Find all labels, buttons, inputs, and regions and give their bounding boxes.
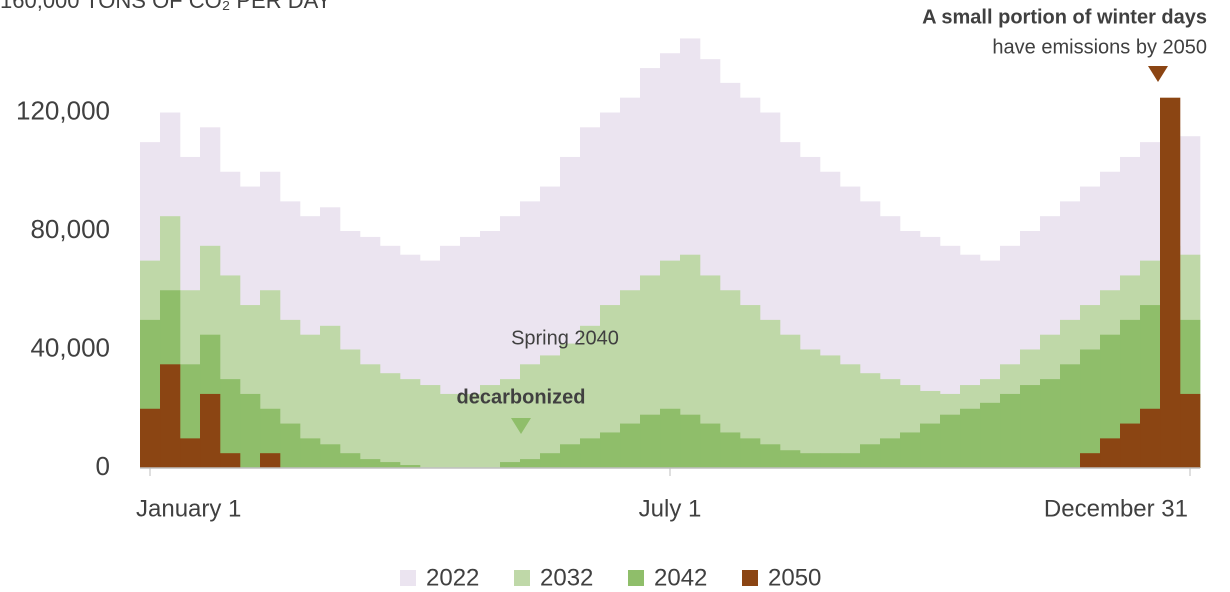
bar bbox=[320, 325, 341, 468]
bar bbox=[220, 453, 241, 468]
bar bbox=[540, 453, 561, 468]
bar bbox=[480, 385, 501, 468]
bar bbox=[400, 379, 421, 468]
bar bbox=[380, 373, 401, 468]
bar bbox=[1080, 349, 1101, 468]
bar bbox=[1160, 97, 1181, 468]
bar bbox=[820, 355, 841, 468]
bar bbox=[1100, 334, 1121, 468]
bar bbox=[540, 355, 561, 468]
bar bbox=[620, 423, 641, 468]
bar bbox=[580, 325, 601, 468]
bar bbox=[800, 349, 821, 468]
bar bbox=[960, 408, 981, 468]
bar bbox=[340, 453, 361, 468]
chart-title: 160,000 TONS OF CO₂ PER DAY bbox=[0, 0, 332, 13]
bar bbox=[980, 402, 1001, 468]
bar bbox=[180, 438, 201, 468]
legend-label: 2032 bbox=[540, 564, 593, 591]
bar bbox=[580, 438, 601, 468]
legend-swatch bbox=[628, 570, 644, 586]
bar bbox=[1120, 423, 1141, 468]
annotation: decarbonized bbox=[457, 386, 586, 408]
bar bbox=[660, 408, 681, 468]
x-tick-label: July 1 bbox=[639, 495, 702, 522]
bar bbox=[780, 334, 801, 468]
bar bbox=[400, 465, 421, 468]
bar bbox=[460, 393, 481, 468]
bar bbox=[300, 334, 321, 468]
bar bbox=[440, 393, 461, 468]
bar bbox=[1000, 393, 1021, 468]
bar bbox=[880, 438, 901, 468]
bar bbox=[380, 462, 401, 468]
legend-swatch bbox=[742, 570, 758, 586]
bar bbox=[340, 349, 361, 468]
annotation: Spring 2040 bbox=[511, 327, 619, 349]
bar bbox=[820, 453, 841, 468]
legend-swatch bbox=[400, 570, 416, 586]
bar bbox=[1080, 453, 1101, 468]
bar bbox=[840, 453, 861, 468]
bar bbox=[700, 275, 721, 468]
bar bbox=[800, 453, 821, 468]
annotation-pointer bbox=[1148, 66, 1168, 82]
annotation: have emissions by 2050 bbox=[992, 36, 1207, 58]
bar bbox=[720, 432, 741, 468]
bar bbox=[140, 408, 161, 468]
bar bbox=[240, 393, 261, 468]
y-tick-label: 80,000 bbox=[30, 214, 110, 244]
x-tick-label: January 1 bbox=[136, 495, 241, 522]
bar bbox=[500, 462, 521, 468]
bar bbox=[940, 414, 961, 468]
y-tick-label: 0 bbox=[96, 451, 110, 481]
bar bbox=[560, 343, 581, 468]
bar bbox=[320, 444, 341, 468]
bar bbox=[920, 423, 941, 468]
bar bbox=[900, 432, 921, 468]
bar bbox=[740, 305, 761, 468]
bar bbox=[860, 444, 881, 468]
bar bbox=[520, 459, 541, 468]
bar bbox=[780, 450, 801, 468]
bar bbox=[300, 438, 321, 468]
bar bbox=[1020, 385, 1041, 468]
legend-label: 2042 bbox=[654, 564, 707, 591]
bar bbox=[1060, 364, 1081, 468]
bar bbox=[700, 423, 721, 468]
bar bbox=[760, 319, 781, 468]
bar bbox=[640, 414, 661, 468]
bar bbox=[1100, 438, 1121, 468]
legend-swatch bbox=[514, 570, 530, 586]
bar bbox=[1140, 408, 1161, 468]
y-tick-label: 120,000 bbox=[16, 95, 110, 125]
bar bbox=[680, 414, 701, 468]
legend-label: 2050 bbox=[768, 564, 821, 591]
bar bbox=[220, 379, 241, 468]
y-tick-label: 40,000 bbox=[30, 332, 110, 362]
bar bbox=[840, 364, 861, 468]
bar bbox=[200, 393, 221, 468]
bar bbox=[740, 438, 761, 468]
bar bbox=[280, 423, 301, 468]
bar bbox=[600, 432, 621, 468]
bar bbox=[600, 305, 621, 468]
annotation-pointer bbox=[511, 418, 531, 434]
bar bbox=[560, 444, 581, 468]
bar bbox=[500, 379, 521, 468]
bar bbox=[1180, 393, 1201, 468]
bar bbox=[1040, 379, 1061, 468]
bar bbox=[720, 290, 741, 468]
bar bbox=[760, 444, 781, 468]
legend-label: 2022 bbox=[426, 564, 479, 591]
bar bbox=[420, 385, 441, 468]
x-tick-label: December 31 bbox=[1044, 495, 1188, 522]
annotation: A small portion of winter days bbox=[922, 6, 1207, 28]
bar bbox=[160, 364, 181, 468]
bar bbox=[360, 364, 381, 468]
bar bbox=[520, 364, 541, 468]
bar bbox=[260, 453, 281, 468]
bar bbox=[360, 459, 381, 468]
